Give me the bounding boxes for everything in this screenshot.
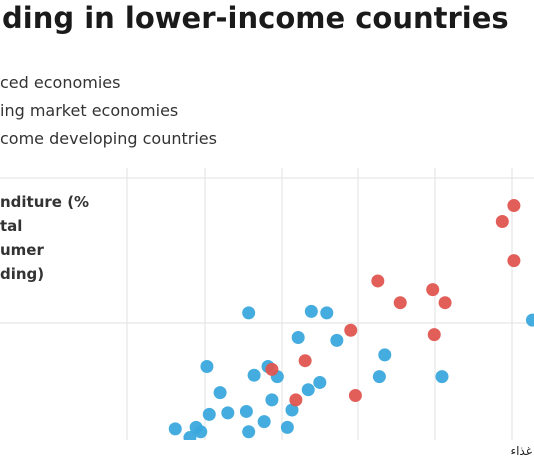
point [495,215,509,228]
point [242,425,256,439]
point [330,333,344,347]
point [265,362,279,376]
point [202,407,216,421]
point [435,370,449,384]
grid [0,168,534,440]
point [247,368,261,382]
point [525,313,534,327]
point [438,296,452,310]
point [348,389,362,402]
point [280,420,294,434]
point [372,370,386,384]
point [371,274,385,288]
point [291,331,305,344]
point [265,393,279,407]
legend-label: come developing countries [0,129,217,148]
footer-text: غذاء [510,444,532,458]
point [298,354,312,368]
point [427,328,441,342]
y-axis-label: umer [0,241,44,259]
point [242,306,256,320]
point [200,360,214,373]
point [257,415,271,429]
point [507,254,521,268]
point [507,199,521,213]
y-axis-label: nditure (% [0,193,89,211]
point [221,406,235,420]
point [213,386,227,400]
y-axis-label: ding) [0,265,44,283]
point [344,323,358,337]
point [194,425,208,439]
y-axis-label: tal [0,217,22,235]
point [239,404,253,418]
point [426,283,440,297]
point [393,296,407,310]
legend-label: ing market economies [0,101,178,120]
point [289,393,303,407]
legend-label: ced economies [0,73,120,92]
point [301,383,315,397]
point [313,375,327,389]
point [183,431,197,440]
point [378,348,392,362]
chart-title: ding in lower-income countries [2,1,509,35]
point [320,306,334,320]
point [285,403,299,417]
point [304,304,318,318]
point [168,422,182,436]
